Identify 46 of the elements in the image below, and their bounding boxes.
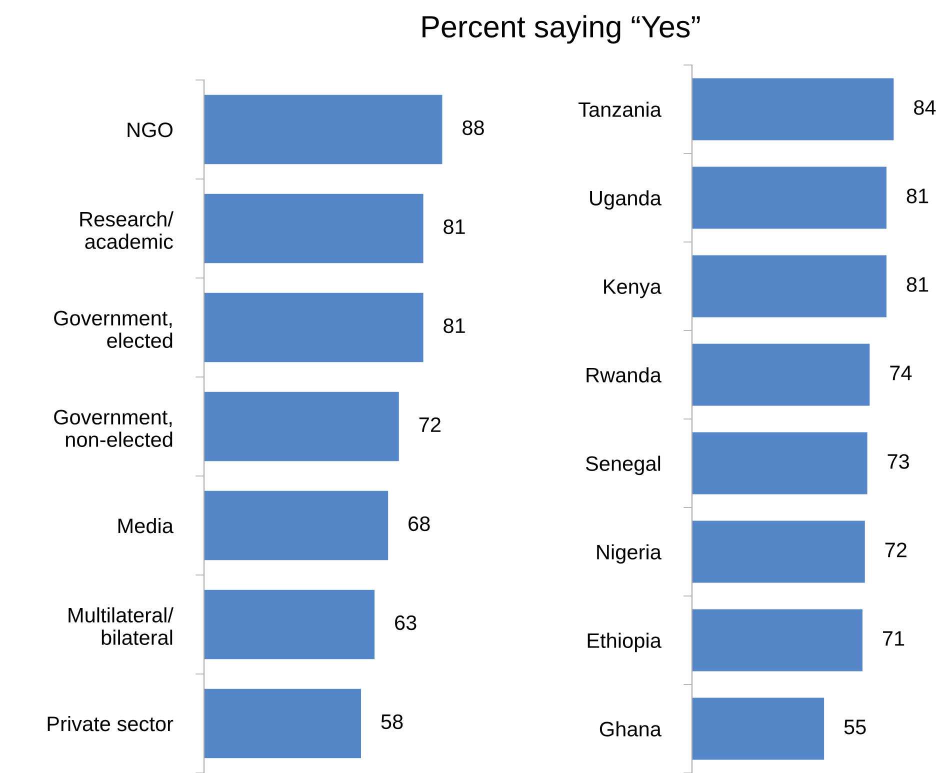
bar xyxy=(204,194,424,264)
data-label: 81 xyxy=(444,318,465,334)
bar xyxy=(204,392,399,462)
text: Percent saying “Yes” xyxy=(422,15,700,44)
y-tick-label: Government, non-elected xyxy=(54,410,172,447)
y-tick-label: Kenya xyxy=(604,279,662,298)
bar xyxy=(692,166,886,229)
bar xyxy=(692,698,824,760)
bar xyxy=(692,520,865,583)
data-label: 74 xyxy=(890,366,912,380)
bar xyxy=(204,94,442,164)
data-label: 58 xyxy=(381,714,403,730)
y-tick-label: NGO xyxy=(128,122,172,138)
data-label: 72 xyxy=(885,542,906,558)
y-tick-label: Government, elected xyxy=(54,310,172,348)
y-tick-label: Nigeria xyxy=(597,544,662,564)
data-label: 63 xyxy=(395,615,416,630)
y-tick-label: Private sector xyxy=(48,716,174,732)
bar xyxy=(204,490,388,560)
data-label: 73 xyxy=(888,454,909,469)
y-tick-label: Rwanda xyxy=(586,367,662,383)
y-tick-label: Uganda xyxy=(590,190,662,210)
y-tick-label: Ghana xyxy=(600,721,662,737)
y-tick-label: Senegal xyxy=(586,456,660,476)
data-label: 81 xyxy=(906,188,928,204)
bar xyxy=(692,609,862,672)
data-label: 72 xyxy=(419,417,440,432)
bar xyxy=(692,255,886,318)
bar xyxy=(204,590,375,660)
bar xyxy=(692,344,870,406)
data-label: 88 xyxy=(462,120,484,136)
data-label: 71 xyxy=(882,631,904,646)
bar xyxy=(692,78,894,140)
data-label: 81 xyxy=(444,219,465,234)
bar xyxy=(692,432,868,494)
bar xyxy=(204,688,362,758)
y-tick-label: Multilateral/ bilateral xyxy=(68,607,174,645)
y-tick-label: Tanzania xyxy=(578,102,662,118)
y-tick-label: Research/ academic xyxy=(80,211,174,249)
data-label: 68 xyxy=(408,516,430,532)
data-label: 55 xyxy=(844,720,866,734)
bar xyxy=(204,292,424,362)
y-tick-label: Ethiopia xyxy=(588,632,662,652)
data-label: 81 xyxy=(906,277,928,292)
y-tick-label: Media xyxy=(118,518,174,534)
data-label: 84 xyxy=(914,100,936,115)
